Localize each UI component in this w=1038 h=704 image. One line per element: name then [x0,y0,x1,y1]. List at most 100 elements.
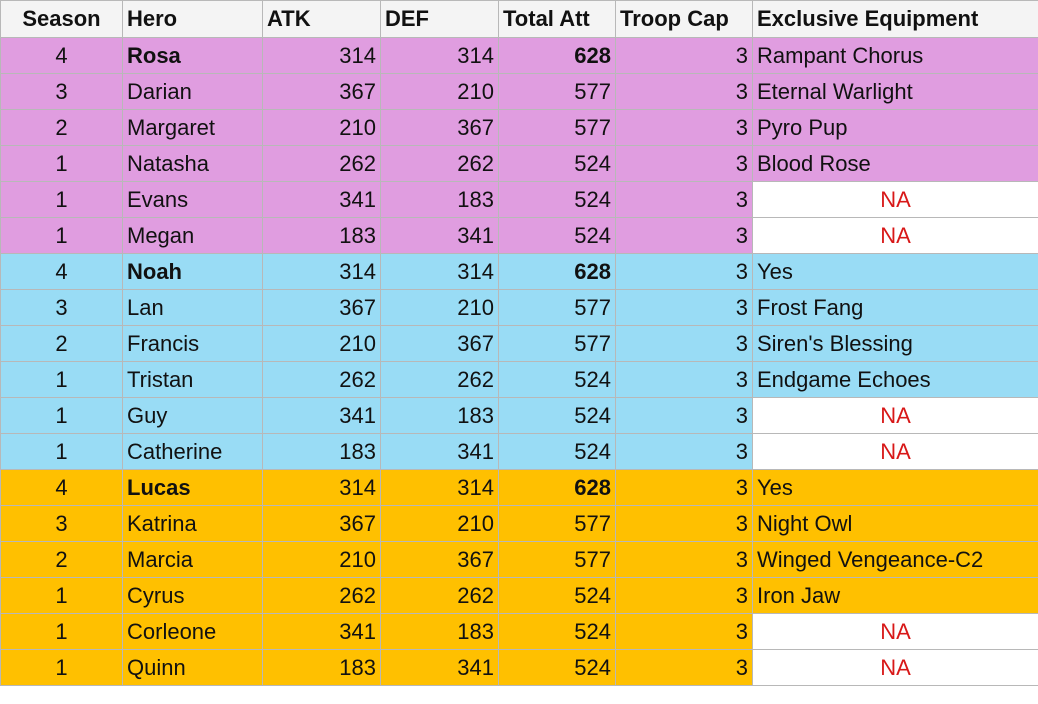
table-cell: NA [752,613,1038,650]
table-cell: 262 [262,145,381,182]
table-cell: Siren's Blessing [752,325,1038,362]
table-cell: Evans [122,181,263,218]
table-cell: 3 [615,541,753,578]
table-row: 1 Evans 341 183 524 3 NA [0,181,1038,218]
table-cell: 341 [380,217,499,254]
table-cell: 3 [615,181,753,218]
table-cell: Night Owl [752,505,1038,542]
table-row: 2 Marcia 210 367 577 3 Winged Vengeance-C2 [0,541,1038,578]
table-cell: 183 [262,217,381,254]
table-cell: Corleone [122,613,263,650]
table-cell: 183 [380,397,499,434]
table-row: 1 Tristan 262 262 524 3 Endgame Echoes [0,361,1038,398]
table-cell: Rampant Chorus [752,37,1038,74]
table-cell: Blood Rose [752,145,1038,182]
table-row: 2 Francis 210 367 577 3 Siren's Blessing [0,325,1038,362]
table-cell: Marcia [122,541,263,578]
table-cell: 341 [262,613,381,650]
table-cell: 210 [380,505,499,542]
table-cell: Pyro Pup [752,109,1038,146]
table-cell: 262 [262,577,381,614]
table-row: 1 Natasha 262 262 524 3 Blood Rose [0,145,1038,182]
table-cell: 3 [615,37,753,74]
table-row: 1 Corleone 341 183 524 3 NA [0,613,1038,650]
table-cell: 3 [615,433,753,470]
table-row: 3 Lan 367 210 577 3 Frost Fang [0,289,1038,326]
table-cell: 314 [262,469,381,506]
table-cell: 262 [380,145,499,182]
table-cell: Yes [752,253,1038,290]
header-cell: Season [0,0,123,38]
table-cell: 4 [0,253,123,290]
table-row: 1 Megan 183 341 524 3 NA [0,217,1038,254]
table-cell: 577 [498,505,616,542]
table-cell: 314 [262,37,381,74]
table-row: 1 Cyrus 262 262 524 3 Iron Jaw [0,577,1038,614]
table-cell: 524 [498,217,616,254]
header-cell: ATK [262,0,381,38]
table-cell: 262 [380,577,499,614]
table-cell: 2 [0,325,123,362]
table-cell: 1 [0,433,123,470]
table-cell: 3 [0,289,123,326]
table-cell: 577 [498,541,616,578]
table-cell: 341 [262,397,381,434]
table-cell: Tristan [122,361,263,398]
table-cell: 4 [0,469,123,506]
table-cell: 4 [0,37,123,74]
table-cell: 577 [498,289,616,326]
table-cell: 524 [498,649,616,686]
table-cell: Rosa [122,37,263,74]
table-cell: 3 [615,145,753,182]
table-row: 1 Guy 341 183 524 3 NA [0,397,1038,434]
table-cell: 1 [0,145,123,182]
table-cell: 367 [262,289,381,326]
table-cell: 183 [380,613,499,650]
table-cell: 367 [380,109,499,146]
table-cell: 3 [615,469,753,506]
table-cell: 577 [498,325,616,362]
table-cell: 3 [615,253,753,290]
table-cell: Lan [122,289,263,326]
table-row: 1 Quinn 183 341 524 3 NA [0,649,1038,686]
table-cell: 3 [615,397,753,434]
table-cell: 3 [615,325,753,362]
table-cell: 577 [498,109,616,146]
table-cell: Iron Jaw [752,577,1038,614]
table-cell: 524 [498,145,616,182]
table-row: 3 Darian 367 210 577 3 Eternal Warlight [0,73,1038,110]
table-cell: NA [752,433,1038,470]
table-cell: 2 [0,109,123,146]
table-cell: 1 [0,613,123,650]
table-cell: 210 [380,73,499,110]
table-cell: 341 [380,649,499,686]
table-cell: 262 [262,361,381,398]
table-cell: Guy [122,397,263,434]
header-cell: Troop Cap [615,0,753,38]
table-cell: 367 [262,73,381,110]
table-cell: 577 [498,73,616,110]
table-body: 4 Rosa 314 314 628 3 Rampant Chorus 3 Darian 367 2… [0,37,1038,686]
table-cell: 3 [0,73,123,110]
table-cell: 524 [498,361,616,398]
table-cell: 1 [0,649,123,686]
table-row: 4 Rosa 314 314 628 3 Rampant Chorus [0,37,1038,74]
table-cell: 262 [380,361,499,398]
table-cell: 210 [380,289,499,326]
table-cell: 1 [0,181,123,218]
table-cell: 183 [262,433,381,470]
table-cell: 314 [380,469,499,506]
table-row: 4 Lucas 314 314 628 3 Yes [0,469,1038,506]
table-cell: Endgame Echoes [752,361,1038,398]
table-cell: Catherine [122,433,263,470]
table-cell: 1 [0,217,123,254]
table-cell: 1 [0,577,123,614]
table-cell: 3 [615,577,753,614]
table-cell: 3 [615,505,753,542]
table-cell: 367 [380,325,499,362]
table-cell: 524 [498,577,616,614]
table-cell: 183 [262,649,381,686]
hero-table: Season Hero ATK DEF Total Att Troop Cap Exclus… [0,0,1038,686]
header-row: Season Hero ATK DEF Total Att Troop Cap Exclus… [0,0,1038,38]
